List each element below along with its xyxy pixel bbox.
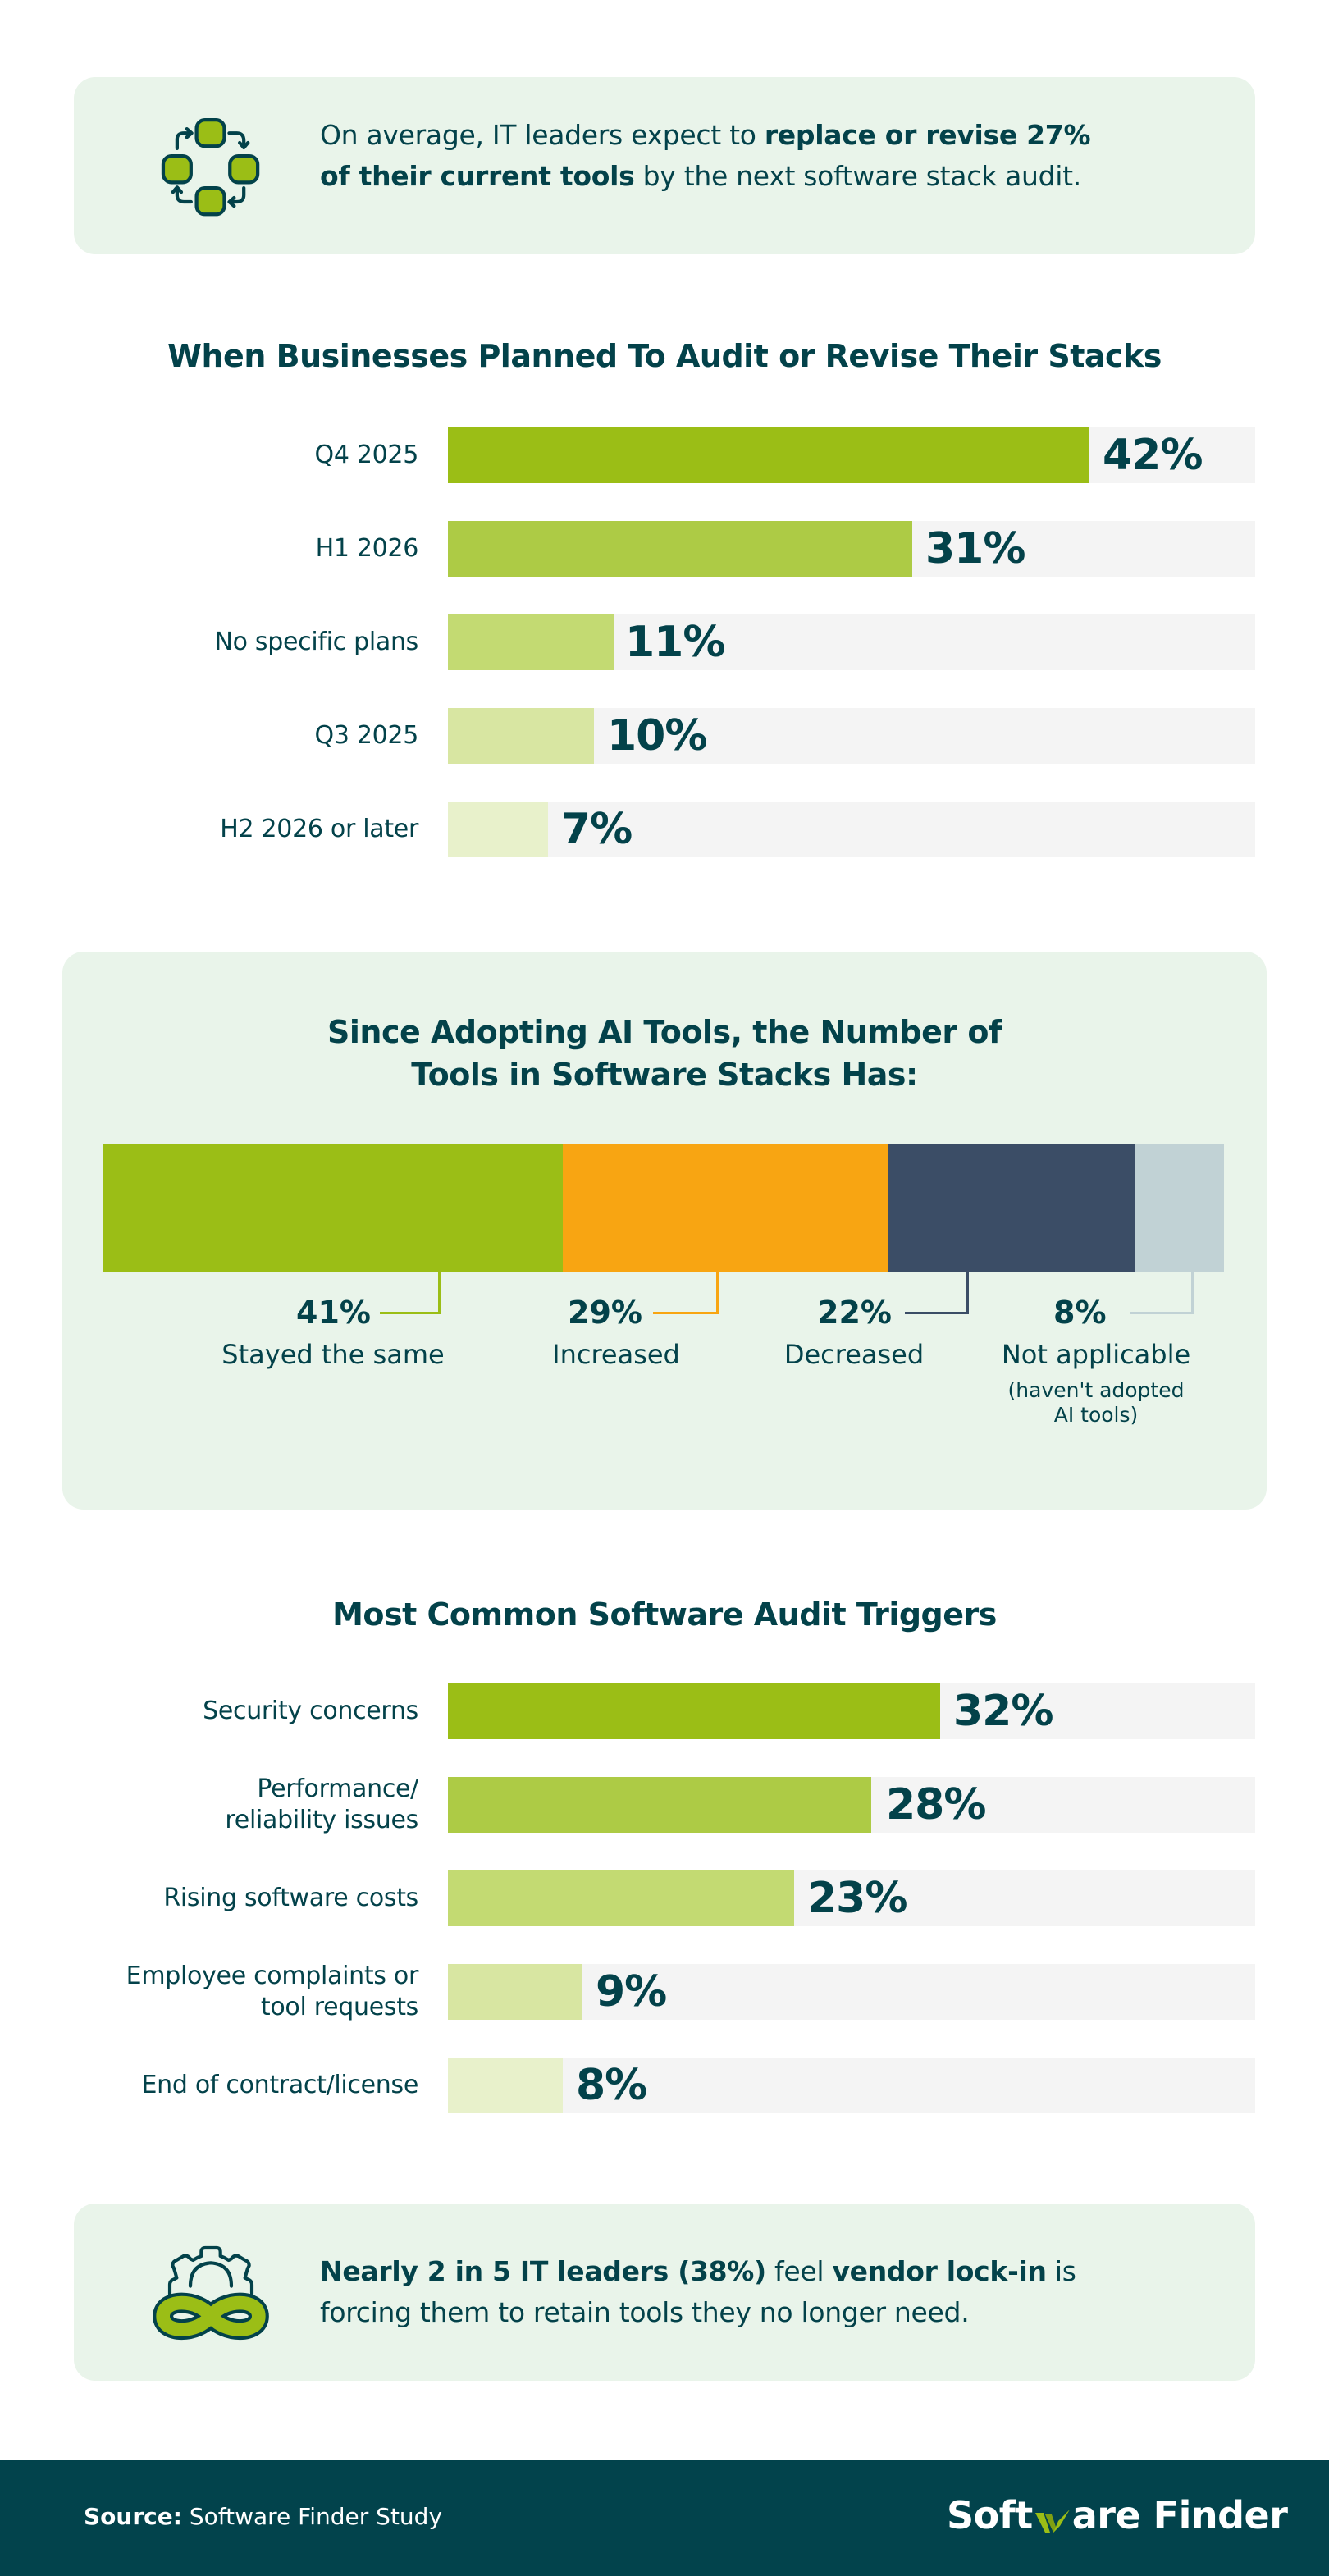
- chart3-bar-track: 8%: [448, 2058, 1255, 2113]
- chart1-bar-value: 11%: [625, 618, 725, 667]
- chart3-bar-value: 8%: [576, 2061, 647, 2110]
- source-citation: Source: Software Finder Study: [84, 2503, 443, 2530]
- chart3-bar-value: 32%: [953, 1687, 1053, 1736]
- segment-label: Stayed the same: [222, 1339, 445, 1370]
- chart1-bar-value: 31%: [925, 524, 1025, 573]
- chart3-bar-track: 32%: [448, 1683, 1255, 1739]
- chart3-bar-value: 23%: [807, 1874, 907, 1923]
- segment-value: 22%: [817, 1295, 892, 1331]
- leader-line: [1130, 1272, 1194, 1314]
- chart3-bar-value: 9%: [596, 1967, 667, 2016]
- chart1-bar-value: 7%: [561, 805, 633, 854]
- ai-tools-panel: Since Adopting AI Tools, the Number of T…: [62, 952, 1267, 1510]
- leader-line: [905, 1272, 969, 1314]
- chart3-bar-fill: [448, 1777, 871, 1833]
- chart1-bar-track: 11%: [448, 614, 1255, 670]
- chart1-row-label: No specific plans: [214, 628, 418, 656]
- segment-not-applicable: [1135, 1144, 1224, 1272]
- segment-label: Not applicable: [1001, 1339, 1191, 1370]
- chart3-bar-fill: [448, 1683, 940, 1739]
- segment-sublabel: (haven't adopted AI tools): [1007, 1378, 1185, 1427]
- chart1-bar-track: 42%: [448, 427, 1255, 483]
- chart1-title: When Businesses Planned To Audit or Revi…: [167, 338, 1162, 374]
- chart1-bar-track: 10%: [448, 708, 1255, 764]
- chart1-bar-track: 31%: [448, 521, 1255, 577]
- chart1-row-label: H1 2026: [315, 534, 419, 563]
- chart3-row-label: Employee complaints or tool requests: [126, 1962, 419, 2021]
- footer: Source: Software Finder Study Soft are F…: [0, 2460, 1329, 2576]
- chart1-bar-track: 7%: [448, 802, 1255, 857]
- cycle-arrows-icon: [149, 107, 267, 225]
- segment-label: Decreased: [783, 1339, 925, 1370]
- chart3-title: Most Common Software Audit Triggers: [332, 1596, 997, 1633]
- segment-value: 8%: [1053, 1295, 1107, 1331]
- segment-value: 29%: [568, 1295, 642, 1331]
- chart3-row-label: Performance/ reliability issues: [225, 1774, 418, 1834]
- chart1-bar-fill: [448, 708, 594, 764]
- chart1-bar-fill: [448, 614, 614, 670]
- chart1-row-label: Q3 2025: [314, 721, 419, 750]
- chart1-bar-value: 10%: [607, 711, 707, 760]
- chart3-bar-track: 28%: [448, 1777, 1255, 1833]
- leader-line: [653, 1272, 719, 1314]
- chart3-row-label: End of contract/license: [141, 2071, 418, 2099]
- segment-increased: [563, 1144, 888, 1272]
- chart1-bar-fill: [448, 802, 548, 857]
- top-callout-text: On average, IT leaders expect to replace…: [320, 119, 1091, 192]
- chart3-row-label: Security concerns: [203, 1697, 418, 1725]
- chart3-bar-fill: [448, 1870, 794, 1926]
- chart1-bar-value: 42%: [1103, 431, 1203, 480]
- chart3-bar-track: 9%: [448, 1964, 1255, 2020]
- stacked-bar: [103, 1144, 1224, 1272]
- gear-infinity-icon: [149, 2231, 272, 2354]
- chart1-bar-fill: [448, 521, 912, 577]
- logo-w-checkmark-icon: [1034, 2500, 1071, 2533]
- bottom-callout-text: Nearly 2 in 5 IT leaders (38%) feel vend…: [320, 2255, 1076, 2328]
- chart3-bar-fill: [448, 1964, 582, 2020]
- segment-value: 41%: [296, 1295, 371, 1331]
- top-callout: On average, IT leaders expect to replace…: [74, 77, 1255, 254]
- chart1-row-label: Q4 2025: [314, 441, 419, 469]
- chart1-bar-fill: [448, 427, 1089, 483]
- chart3-row-label: Rising software costs: [163, 1884, 418, 1912]
- chart3-bar-track: 23%: [448, 1870, 1255, 1926]
- segment-decreased: [888, 1144, 1135, 1272]
- bottom-callout: Nearly 2 in 5 IT leaders (38%) feel vend…: [74, 2204, 1255, 2381]
- chart3-bar-value: 28%: [886, 1780, 986, 1829]
- segment-label: Increased: [552, 1339, 680, 1370]
- segment-stayed-same: [103, 1144, 563, 1272]
- chart3-bar-fill: [448, 2058, 563, 2113]
- software-finder-logo[interactable]: Soft are Finder: [947, 2493, 1288, 2537]
- chart2-title: Since Adopting AI Tools, the Number of T…: [327, 1014, 1002, 1093]
- chart1-row-label: H2 2026 or later: [220, 815, 418, 843]
- leader-line: [380, 1272, 441, 1314]
